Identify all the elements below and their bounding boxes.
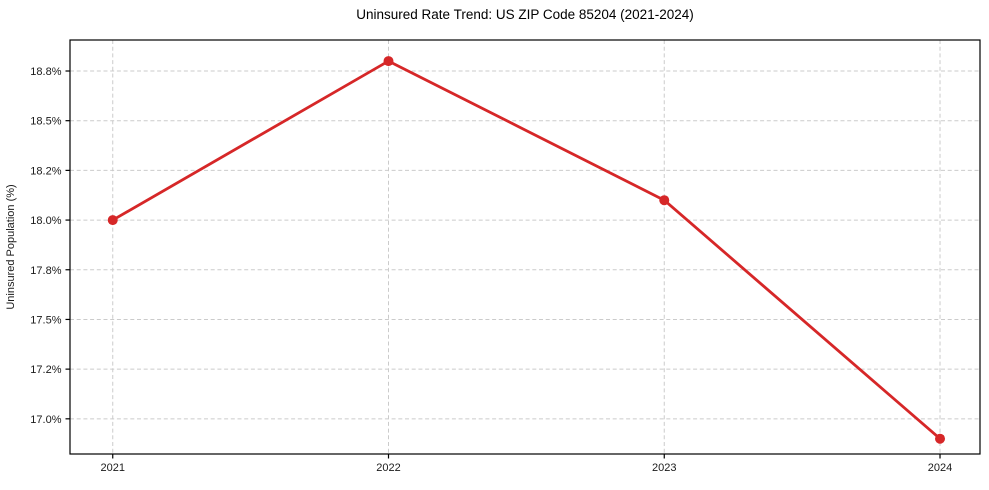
y-axis-label: Uninsured Population (%) xyxy=(5,184,17,309)
axes-border xyxy=(69,39,981,455)
x-tick-label: 2021 xyxy=(101,462,125,474)
x-tick-label: 2023 xyxy=(652,462,676,474)
plot-area: 17.0% 17.2% 17.5% 17.8% 18.0% 18.2% 18.5% 18.8%… xyxy=(30,39,981,474)
x-tick-label: 2024 xyxy=(928,462,952,474)
y-tick-label: 17.0% xyxy=(30,414,61,426)
y-tick-label: 17.8% xyxy=(30,265,61,277)
x-tick-label: 2022 xyxy=(376,462,400,474)
chart-title: Uninsured Rate Trend: US ZIP Code 85204 … xyxy=(356,7,693,22)
y-tick-label: 18.2% xyxy=(30,165,61,177)
data-point-marker xyxy=(935,433,946,444)
data-point-marker xyxy=(383,56,394,67)
y-tick-label: 18.5% xyxy=(30,116,61,128)
y-tick-label: 17.2% xyxy=(30,364,61,376)
y-tick-label: 18.8% xyxy=(30,66,61,78)
y-tick-label: 17.5% xyxy=(30,314,61,326)
data-point-marker xyxy=(107,215,118,226)
data-point-marker xyxy=(659,195,670,206)
trend-line xyxy=(111,59,942,441)
y-tick-label: 18.0% xyxy=(30,215,61,227)
